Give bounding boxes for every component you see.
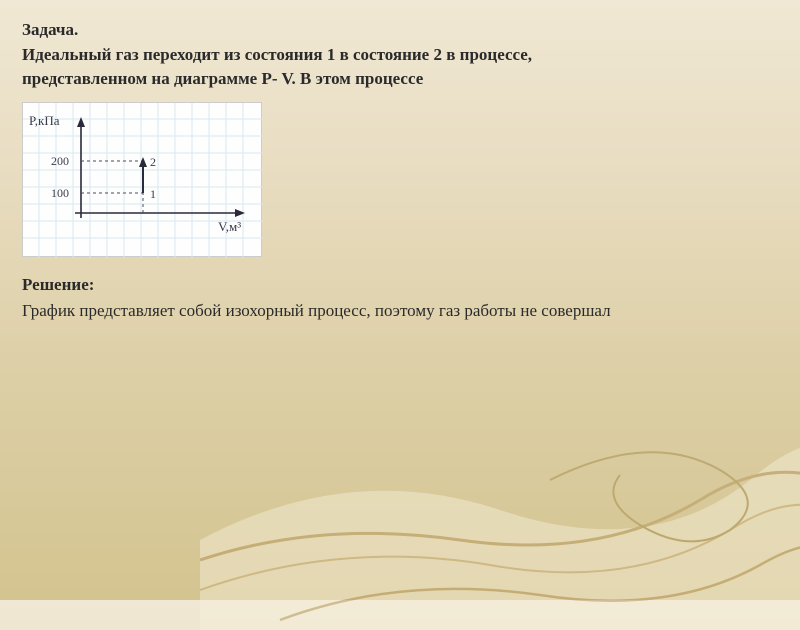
axes [75, 117, 245, 218]
problem-line1: Идеальный газ переходит из состояния 1 в… [22, 45, 532, 64]
point-2: 2 [150, 155, 156, 169]
pv-diagram: P,кПа 200 100 2 1 V,м³ [22, 102, 262, 257]
ytick-100: 100 [51, 186, 69, 200]
arrow-head [139, 157, 147, 167]
point-1: 1 [150, 187, 156, 201]
solution-text: График представляет собой изохорный проц… [22, 299, 778, 323]
problem-title: Задача. Идеальный газ переходит из состо… [22, 18, 778, 92]
problem-title-text: Задача. [22, 20, 78, 39]
problem-line2: представленном на диаграмме P- V. В этом… [22, 69, 423, 88]
y-axis-label: P,кПа [29, 113, 60, 128]
ytick-200: 200 [51, 154, 69, 168]
solution-label: Решение: [22, 275, 778, 295]
diagram-svg: P,кПа 200 100 2 1 V,м³ [23, 103, 263, 258]
x-axis-label: V,м³ [218, 219, 241, 234]
